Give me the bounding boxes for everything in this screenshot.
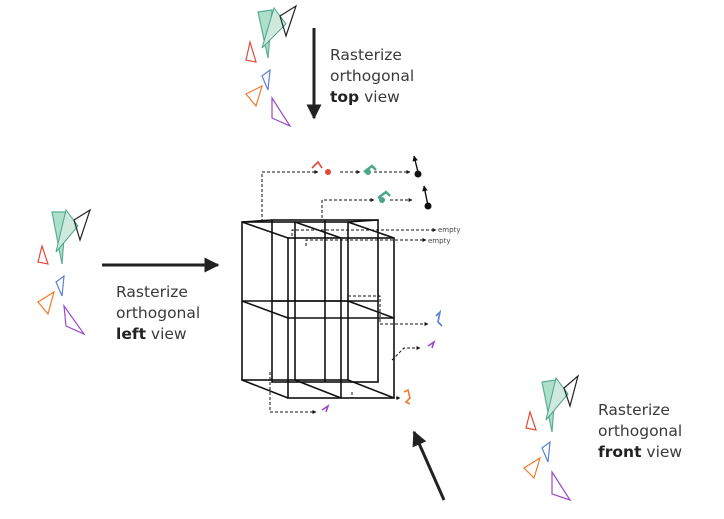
left-view-label: Rasterize orthogonal left view xyxy=(116,282,200,345)
left-view-line3: left view xyxy=(116,325,187,343)
ray-hits xyxy=(311,155,443,413)
voxel-grid xyxy=(241,219,395,399)
triangle-soup-front xyxy=(523,374,580,502)
cell-label-empty-2: empty xyxy=(428,237,450,245)
front-view-line3: front view xyxy=(598,443,683,461)
left-view-line2: orthogonal xyxy=(116,304,201,322)
top-view-line2: orthogonal xyxy=(330,67,415,85)
front-view-arrow xyxy=(412,430,446,501)
front-view-label: Rasterize orthogonal front view xyxy=(598,400,682,463)
top-view-line1: Rasterize xyxy=(330,46,402,64)
triangle-soup-top xyxy=(245,4,298,128)
left-view-line1: Rasterize xyxy=(116,283,188,301)
top-view-label: Rasterize orthogonal top view xyxy=(330,45,414,108)
ray-lines xyxy=(261,170,437,414)
front-view-line2: orthogonal xyxy=(598,422,683,440)
top-view-line3: top view xyxy=(330,88,400,106)
cell-label-empty-1: empty xyxy=(438,226,460,234)
triangle-soup-left xyxy=(37,208,92,336)
front-view-line1: Rasterize xyxy=(598,401,670,419)
